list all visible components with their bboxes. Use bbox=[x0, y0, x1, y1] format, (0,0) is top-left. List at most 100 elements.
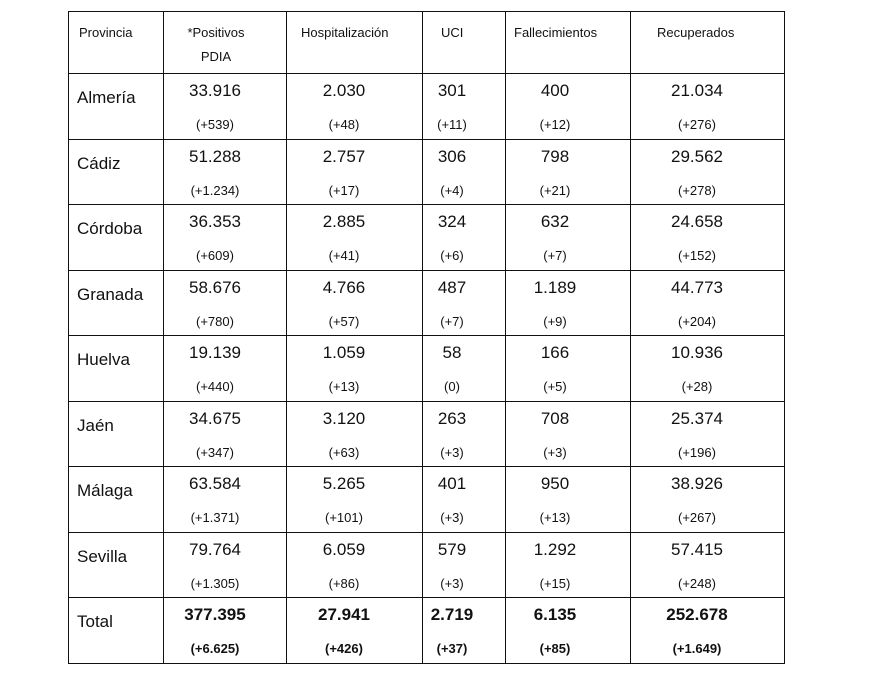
cumulative-value: 708 bbox=[540, 408, 570, 428]
province-name: Cádiz bbox=[77, 153, 121, 173]
header-positivos: *Positivos PDIA bbox=[186, 21, 246, 69]
header-cell: Provincia bbox=[68, 11, 164, 74]
value-cell: 2.757 (+17) bbox=[286, 138, 423, 205]
cumulative-value: 1.059 bbox=[322, 343, 366, 362]
value-cell: 25.374 (+196) bbox=[630, 400, 785, 467]
province-cell: Córdoba bbox=[68, 204, 164, 271]
value-block: 3.120 (+63) bbox=[294, 409, 394, 463]
header-hospitalizacion: Hospitalización bbox=[301, 25, 389, 40]
province-cell: Total bbox=[68, 597, 164, 664]
daily-delta: (+3) bbox=[440, 444, 464, 460]
value-cell: 6.135 (+85) bbox=[505, 597, 631, 664]
value-cell: 798 (+21) bbox=[505, 138, 631, 205]
daily-delta: (+1.234) bbox=[190, 182, 240, 198]
header-cell: Hospitalización bbox=[286, 11, 423, 74]
daily-delta: (+780) bbox=[196, 313, 234, 329]
daily-delta: (+1.649) bbox=[672, 641, 722, 656]
daily-delta: (+4) bbox=[440, 182, 464, 198]
daily-delta: (+86) bbox=[328, 575, 360, 591]
daily-delta: (+248) bbox=[678, 575, 716, 591]
header-cell: UCI bbox=[422, 11, 506, 74]
cumulative-value: 166 bbox=[540, 343, 570, 362]
province-cell: Sevilla bbox=[68, 531, 164, 598]
daily-delta: (+21) bbox=[539, 182, 571, 198]
value-block: 79.764 (+1.305) bbox=[165, 540, 265, 594]
daily-delta: (+11) bbox=[437, 117, 467, 132]
value-block: 29.562 (+278) bbox=[647, 147, 747, 201]
daily-delta: (+6.625) bbox=[190, 641, 240, 656]
daily-delta: (+3) bbox=[440, 510, 464, 525]
header-cell: Fallecimientos bbox=[505, 11, 631, 74]
daily-delta: (+204) bbox=[678, 313, 716, 329]
value-block: 27.941 (+426) bbox=[294, 605, 394, 659]
header-uci: UCI bbox=[441, 25, 464, 40]
cumulative-value: 4.766 bbox=[322, 277, 366, 297]
cumulative-value: 57.415 bbox=[671, 539, 723, 559]
cumulative-value: 487 bbox=[437, 277, 467, 297]
value-cell: 377.395 (+6.625) bbox=[163, 597, 287, 664]
province-name: Málaga bbox=[77, 481, 133, 500]
daily-delta: (+41) bbox=[328, 248, 360, 263]
value-block: 950 (+13) bbox=[505, 474, 605, 528]
daily-delta: (+426) bbox=[325, 641, 363, 656]
cumulative-value: 38.926 bbox=[671, 474, 723, 493]
value-block: 306 (+4) bbox=[402, 147, 502, 201]
province-name: Huelva bbox=[77, 350, 130, 369]
daily-delta: (+15) bbox=[539, 575, 571, 591]
value-cell: 401 (+3) bbox=[422, 466, 506, 533]
value-cell: 324 (+6) bbox=[422, 204, 506, 271]
value-block: 1.059 (+13) bbox=[294, 343, 394, 397]
cumulative-value: 33.916 bbox=[189, 81, 241, 100]
value-cell: 19.139 (+440) bbox=[163, 335, 287, 402]
daily-delta: (+37) bbox=[436, 641, 468, 656]
value-block: 632 (+7) bbox=[505, 212, 605, 266]
value-block: 58 (0) bbox=[402, 343, 502, 397]
table-row: Jaén 34.675 (+347) 3.120 (+63) 263 (+3) 708 (+3)… bbox=[68, 400, 785, 467]
cumulative-value: 2.757 bbox=[322, 146, 366, 166]
daily-delta: (+6) bbox=[440, 248, 464, 263]
value-cell: 252.678 (+1.649) bbox=[630, 597, 785, 664]
daily-delta: (+276) bbox=[678, 117, 716, 132]
daily-delta: (+9) bbox=[543, 313, 567, 329]
value-block: 19.139 (+440) bbox=[165, 343, 265, 397]
cumulative-value: 324 bbox=[437, 212, 467, 231]
value-block: 21.034 (+276) bbox=[647, 81, 747, 135]
cumulative-value: 19.139 bbox=[189, 343, 241, 362]
daily-delta: (+101) bbox=[325, 510, 363, 525]
value-cell: 1.059 (+13) bbox=[286, 335, 423, 402]
province-cell: Almería bbox=[68, 73, 164, 140]
cumulative-value: 21.034 bbox=[671, 81, 723, 100]
daily-delta: (+347) bbox=[196, 444, 234, 460]
value-cell: 58.676 (+780) bbox=[163, 269, 287, 336]
value-cell: 2.719 (+37) bbox=[422, 597, 506, 664]
daily-delta: (+48) bbox=[328, 117, 360, 132]
daily-delta: (+5) bbox=[543, 379, 567, 394]
value-block: 798 (+21) bbox=[505, 147, 605, 201]
cumulative-value: 24.658 bbox=[671, 212, 723, 231]
value-block: 44.773 (+204) bbox=[647, 278, 747, 332]
value-block: 301 (+11) bbox=[402, 81, 502, 135]
cumulative-value: 63.584 bbox=[189, 474, 241, 493]
value-block: 33.916 (+539) bbox=[165, 81, 265, 135]
value-block: 401 (+3) bbox=[402, 474, 502, 528]
daily-delta: (0) bbox=[444, 379, 460, 394]
cumulative-value: 798 bbox=[540, 146, 570, 166]
table-row: Cádiz 51.288 (+1.234) 2.757 (+17) 306 (+4) 798 (… bbox=[68, 138, 785, 205]
value-cell: 487 (+7) bbox=[422, 269, 506, 336]
daily-delta: (+13) bbox=[539, 510, 571, 525]
table-row: Málaga 63.584 (+1.371) 5.265 (+101) 401 (+3) 95… bbox=[68, 466, 785, 533]
province-name: Sevilla bbox=[77, 546, 128, 566]
cumulative-value: 2.030 bbox=[322, 81, 366, 100]
cumulative-value: 58 bbox=[442, 343, 462, 362]
cumulative-value: 252.678 bbox=[666, 605, 728, 624]
value-cell: 79.764 (+1.305) bbox=[163, 531, 287, 598]
daily-delta: (+1.305) bbox=[190, 575, 240, 591]
value-cell: 63.584 (+1.371) bbox=[163, 466, 287, 533]
total-row: Total 377.395 (+6.625) 27.941 (+426) 2.719 (+3… bbox=[68, 597, 785, 664]
value-block: 58.676 (+780) bbox=[165, 278, 265, 332]
cumulative-value: 401 bbox=[437, 474, 467, 493]
province-name: Granada bbox=[77, 284, 144, 304]
value-cell: 29.562 (+278) bbox=[630, 138, 785, 205]
value-cell: 6.059 (+86) bbox=[286, 531, 423, 598]
province-cell: Granada bbox=[68, 269, 164, 336]
